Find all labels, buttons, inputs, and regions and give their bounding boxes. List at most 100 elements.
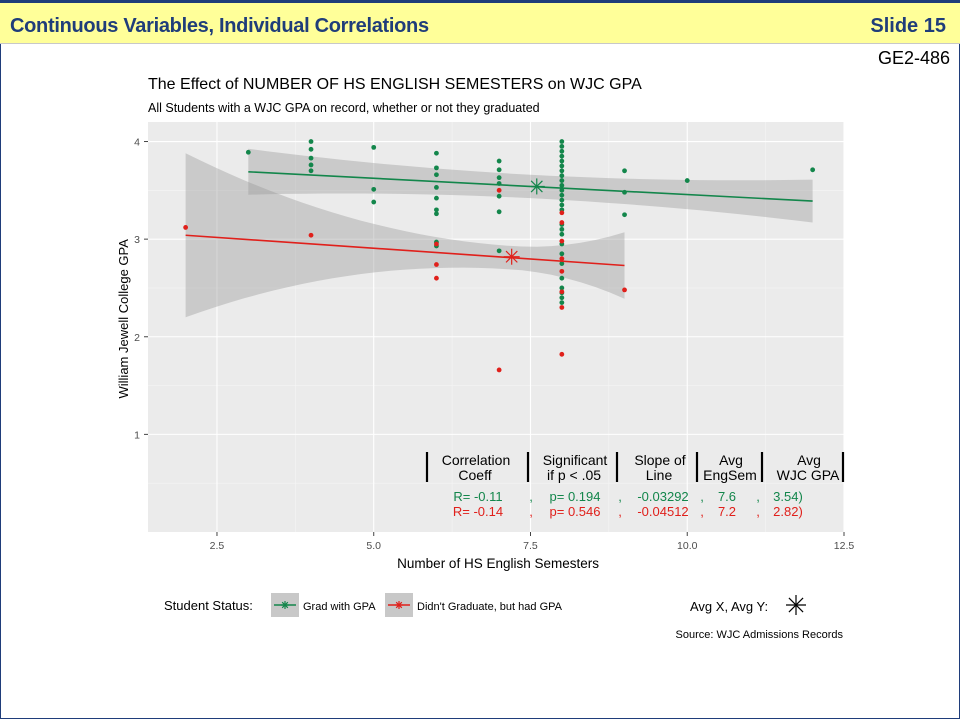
- nograd-point: [559, 238, 565, 244]
- x-tick-label: 12.5: [834, 540, 855, 552]
- grad-point: [496, 158, 502, 164]
- grad-point: [559, 251, 565, 257]
- slide-number: Slide 15: [870, 15, 946, 37]
- grad-point: [245, 149, 251, 155]
- nograd-point: [183, 225, 189, 230]
- stats-header: Avg: [797, 452, 821, 468]
- grad-point: [559, 173, 565, 179]
- nograd-point: [496, 367, 502, 373]
- stats-separator: ,: [529, 504, 533, 519]
- grad-point: [559, 300, 565, 305]
- grad-point: [308, 168, 314, 174]
- stats-separator: ,: [529, 489, 533, 504]
- stats-header-sub: EngSem: [703, 467, 757, 483]
- top-rule: [0, 0, 960, 3]
- stats-header: Slope of: [634, 452, 685, 468]
- y-tick-label: 1: [134, 429, 140, 441]
- nograd-fit-line: [185, 234, 625, 267]
- stats-header: Avg: [719, 452, 743, 468]
- x-tick-label: 2.5: [210, 540, 225, 552]
- nograd-point: [308, 232, 314, 238]
- grad-point: [559, 295, 565, 301]
- grad-point: [308, 162, 314, 168]
- grad-point: [559, 261, 565, 266]
- grad-point: [684, 178, 690, 183]
- stats-cell: p= 0.546: [550, 504, 601, 519]
- stats-separator: ,: [618, 504, 622, 519]
- grad-point: [496, 167, 502, 173]
- grad-point: [559, 275, 565, 281]
- grad-point: [622, 212, 627, 218]
- nograd-point: [559, 351, 565, 357]
- grad-point: [434, 172, 439, 178]
- grad-point: [559, 158, 565, 164]
- stats-cell: 7.6: [718, 489, 736, 504]
- grad-point: [434, 165, 439, 171]
- stats-header-sub: if p < .05: [547, 467, 601, 483]
- chart-subtitle: All Students with a WJC GPA on record, w…: [148, 101, 540, 115]
- grad-point: [810, 167, 816, 173]
- avg-legend-asterisk: [786, 595, 806, 615]
- grad-point: [559, 285, 565, 291]
- chart-title: The Effect of NUMBER OF HS ENGLISH SEMES…: [148, 76, 642, 93]
- stats-cell: R= -0.14: [453, 504, 503, 519]
- y-axis-label: William Jewell College GPA: [116, 239, 131, 399]
- x-tick-label: 10.0: [677, 540, 698, 552]
- legend-title: Student Status:: [164, 598, 253, 613]
- stats-cell: p= 0.194: [550, 489, 601, 504]
- grad-point: [559, 187, 565, 193]
- nograd-point: [434, 275, 439, 281]
- grad-point: [371, 186, 377, 192]
- stats-header-sub: Line: [646, 467, 673, 483]
- grad-point: [496, 248, 502, 254]
- grad-point: [308, 155, 314, 161]
- grad-point: [559, 202, 565, 208]
- grad-point: [496, 193, 502, 199]
- grad-point: [559, 183, 565, 188]
- stats-cell: 3.54): [773, 489, 803, 504]
- legend-key-asterisk: [281, 601, 289, 609]
- slide-title: Continuous Variables, Individual Correla…: [10, 15, 429, 37]
- stats-separator: ,: [700, 489, 704, 504]
- grad-point: [496, 209, 502, 215]
- grad-point: [559, 231, 565, 237]
- title-bar-divider: [0, 43, 960, 44]
- stats-cell: -0.04512: [637, 504, 688, 519]
- avg-legend-label: Avg X, Avg Y:: [690, 599, 768, 614]
- nograd-point: [496, 187, 502, 193]
- nograd-point: [622, 287, 627, 293]
- nograd-point: [559, 289, 565, 295]
- grad-point: [559, 178, 565, 183]
- stats-cell: -0.03292: [637, 489, 688, 504]
- nograd-point: [559, 210, 565, 216]
- stats-cell: 2.82): [773, 504, 803, 519]
- grad-point: [559, 148, 565, 154]
- grad-point: [434, 195, 439, 201]
- grad-point: [559, 144, 565, 149]
- grad-point: [559, 192, 565, 198]
- stats-separator: ,: [618, 489, 622, 504]
- grad-point: [308, 139, 314, 144]
- grad-point: [559, 163, 565, 169]
- grad-avg-marker: [528, 178, 545, 195]
- grad-point: [559, 197, 565, 203]
- stats-separator: ,: [756, 504, 760, 519]
- stats-header: Correlation: [442, 452, 510, 468]
- source-note: Source: WJC Admissions Records: [675, 629, 844, 641]
- grad-point: [559, 168, 565, 174]
- stats-header-sub: Coeff: [458, 467, 491, 483]
- grad-point: [496, 175, 502, 181]
- grad-point: [559, 226, 565, 232]
- grad-point: [559, 153, 565, 159]
- nograd-point: [559, 305, 565, 310]
- stats-cell: R= -0.11: [453, 489, 502, 504]
- x-tick-label: 5.0: [366, 540, 381, 552]
- grad-point: [434, 211, 439, 217]
- nograd-point: [434, 262, 439, 267]
- stats-separator: ,: [756, 489, 760, 504]
- y-tick-label: 2: [134, 332, 140, 344]
- stats-cell: 7.2: [718, 504, 736, 519]
- x-axis-label: Number of HS English Semesters: [397, 556, 599, 571]
- stats-header-sub: WJC GPA: [777, 467, 840, 483]
